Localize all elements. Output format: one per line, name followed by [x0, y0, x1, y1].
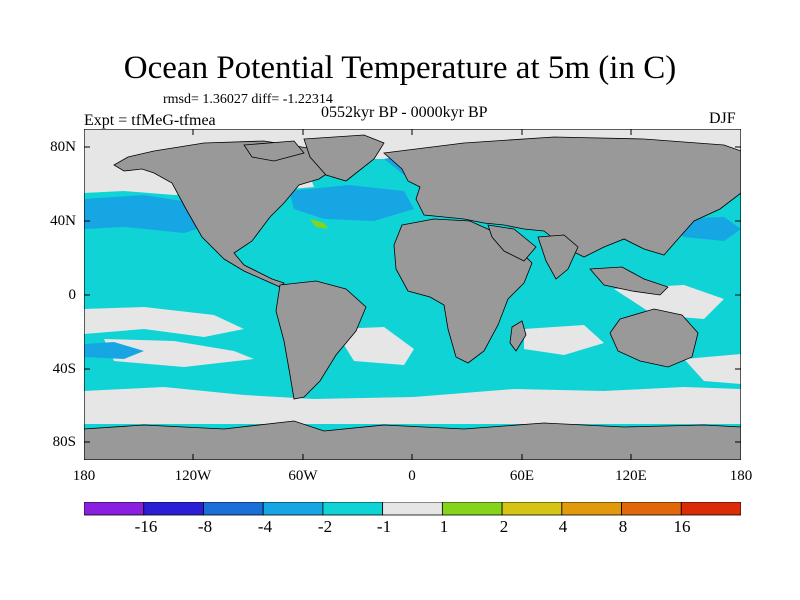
- colorbar-label: 8: [618, 517, 628, 536]
- landmasses: [84, 134, 741, 460]
- colorbar: [84, 502, 741, 516]
- warm-patch: [310, 219, 328, 229]
- colorbar-label: -2: [317, 517, 333, 536]
- colorbar-label: -16: [134, 517, 158, 536]
- colorbar-label: -8: [197, 517, 213, 536]
- colorbar-label: 2: [499, 517, 509, 536]
- lon-label-120e: 120E: [615, 468, 647, 484]
- colorbar-label: 1: [439, 517, 449, 536]
- lat-label-0: 0: [68, 287, 77, 303]
- lat-label-80s: 80S: [52, 434, 76, 450]
- lon-label-60w: 60W: [288, 468, 318, 484]
- stats-text: rmsd= 1.36027 diff= -1.22314: [163, 92, 333, 107]
- lon-label-180e: 180: [729, 468, 753, 484]
- world-map: [84, 129, 741, 460]
- colorbar-label: 4: [558, 517, 568, 536]
- colorbar-swatch: [143, 502, 204, 516]
- lon-label-180w: 180: [72, 468, 96, 484]
- colorbar-swatch: [262, 502, 324, 516]
- colorbar-swatch: [621, 502, 682, 516]
- colorbar-label: -1: [376, 517, 392, 536]
- lat-label-40n: 40N: [50, 213, 76, 229]
- colorbar-swatch: [203, 502, 264, 516]
- season-label: DJF: [709, 110, 736, 127]
- map-title: Ocean Potential Temperature at 5m (in C): [123, 50, 677, 86]
- lon-label-60e: 60E: [509, 468, 535, 484]
- colorbar-swatch: [441, 502, 503, 516]
- colorbar-swatch: [501, 502, 563, 516]
- colorbar-swatch: [322, 502, 384, 516]
- experiment-label: Expt = tfMeG-tfmea: [84, 112, 216, 129]
- lat-label-80n: 80N: [50, 139, 76, 155]
- colorbar-swatch: [382, 502, 443, 516]
- colorbar-label: -4: [257, 517, 273, 536]
- colorbar-swatch: [561, 502, 622, 516]
- period-label: 0552kyr BP - 0000kyr BP: [321, 104, 488, 121]
- lon-label-0: 0: [408, 468, 416, 484]
- colorbar-swatch: [680, 502, 741, 516]
- lon-label-120w: 120W: [174, 468, 212, 484]
- colorbar-label: 16: [673, 517, 691, 536]
- colorbar-swatch: [84, 502, 145, 516]
- lat-label-40s: 40S: [52, 361, 76, 377]
- map-ticks: [84, 129, 741, 460]
